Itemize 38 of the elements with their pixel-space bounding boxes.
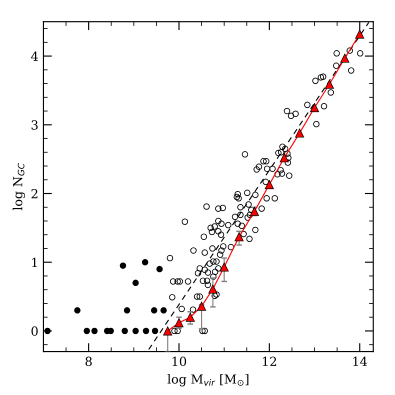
point (142, 259, 148, 266)
point (324, 80, 334, 89)
point (186, 312, 195, 322)
x-axis-title: log M$_{vir}$ [M$_{⊙}$] (168, 374, 248, 386)
y-tick-label: 2 (31, 188, 38, 198)
point (310, 103, 320, 112)
y-tick-label: 3 (32, 120, 38, 130)
x-tick-label: 12 (262, 356, 276, 366)
point (44, 328, 51, 334)
x-tick-label: 8 (85, 356, 92, 366)
point (108, 328, 114, 334)
point (122, 328, 128, 334)
point (280, 153, 289, 162)
x-tick-label: 14 (353, 356, 368, 366)
point (132, 280, 139, 286)
point (264, 180, 274, 190)
point (124, 307, 130, 314)
point (234, 232, 244, 242)
y-tick-label: 4 (31, 52, 38, 61)
point (91, 328, 98, 334)
point (74, 307, 81, 314)
point (220, 262, 229, 272)
point (84, 328, 90, 334)
point (150, 307, 158, 314)
point (142, 328, 150, 334)
point (152, 328, 158, 334)
point (355, 30, 364, 39)
y-tick-label: 0 (31, 326, 38, 336)
y-axis-title: log N$_{GC}$ (12, 163, 25, 210)
point (208, 284, 218, 294)
y-tick-label: 1 (32, 258, 37, 267)
x-tick-label: 10 (172, 356, 186, 366)
point (160, 307, 167, 314)
point (156, 266, 163, 272)
point (132, 328, 139, 334)
point (295, 128, 304, 138)
point (340, 54, 350, 63)
point (120, 262, 126, 269)
